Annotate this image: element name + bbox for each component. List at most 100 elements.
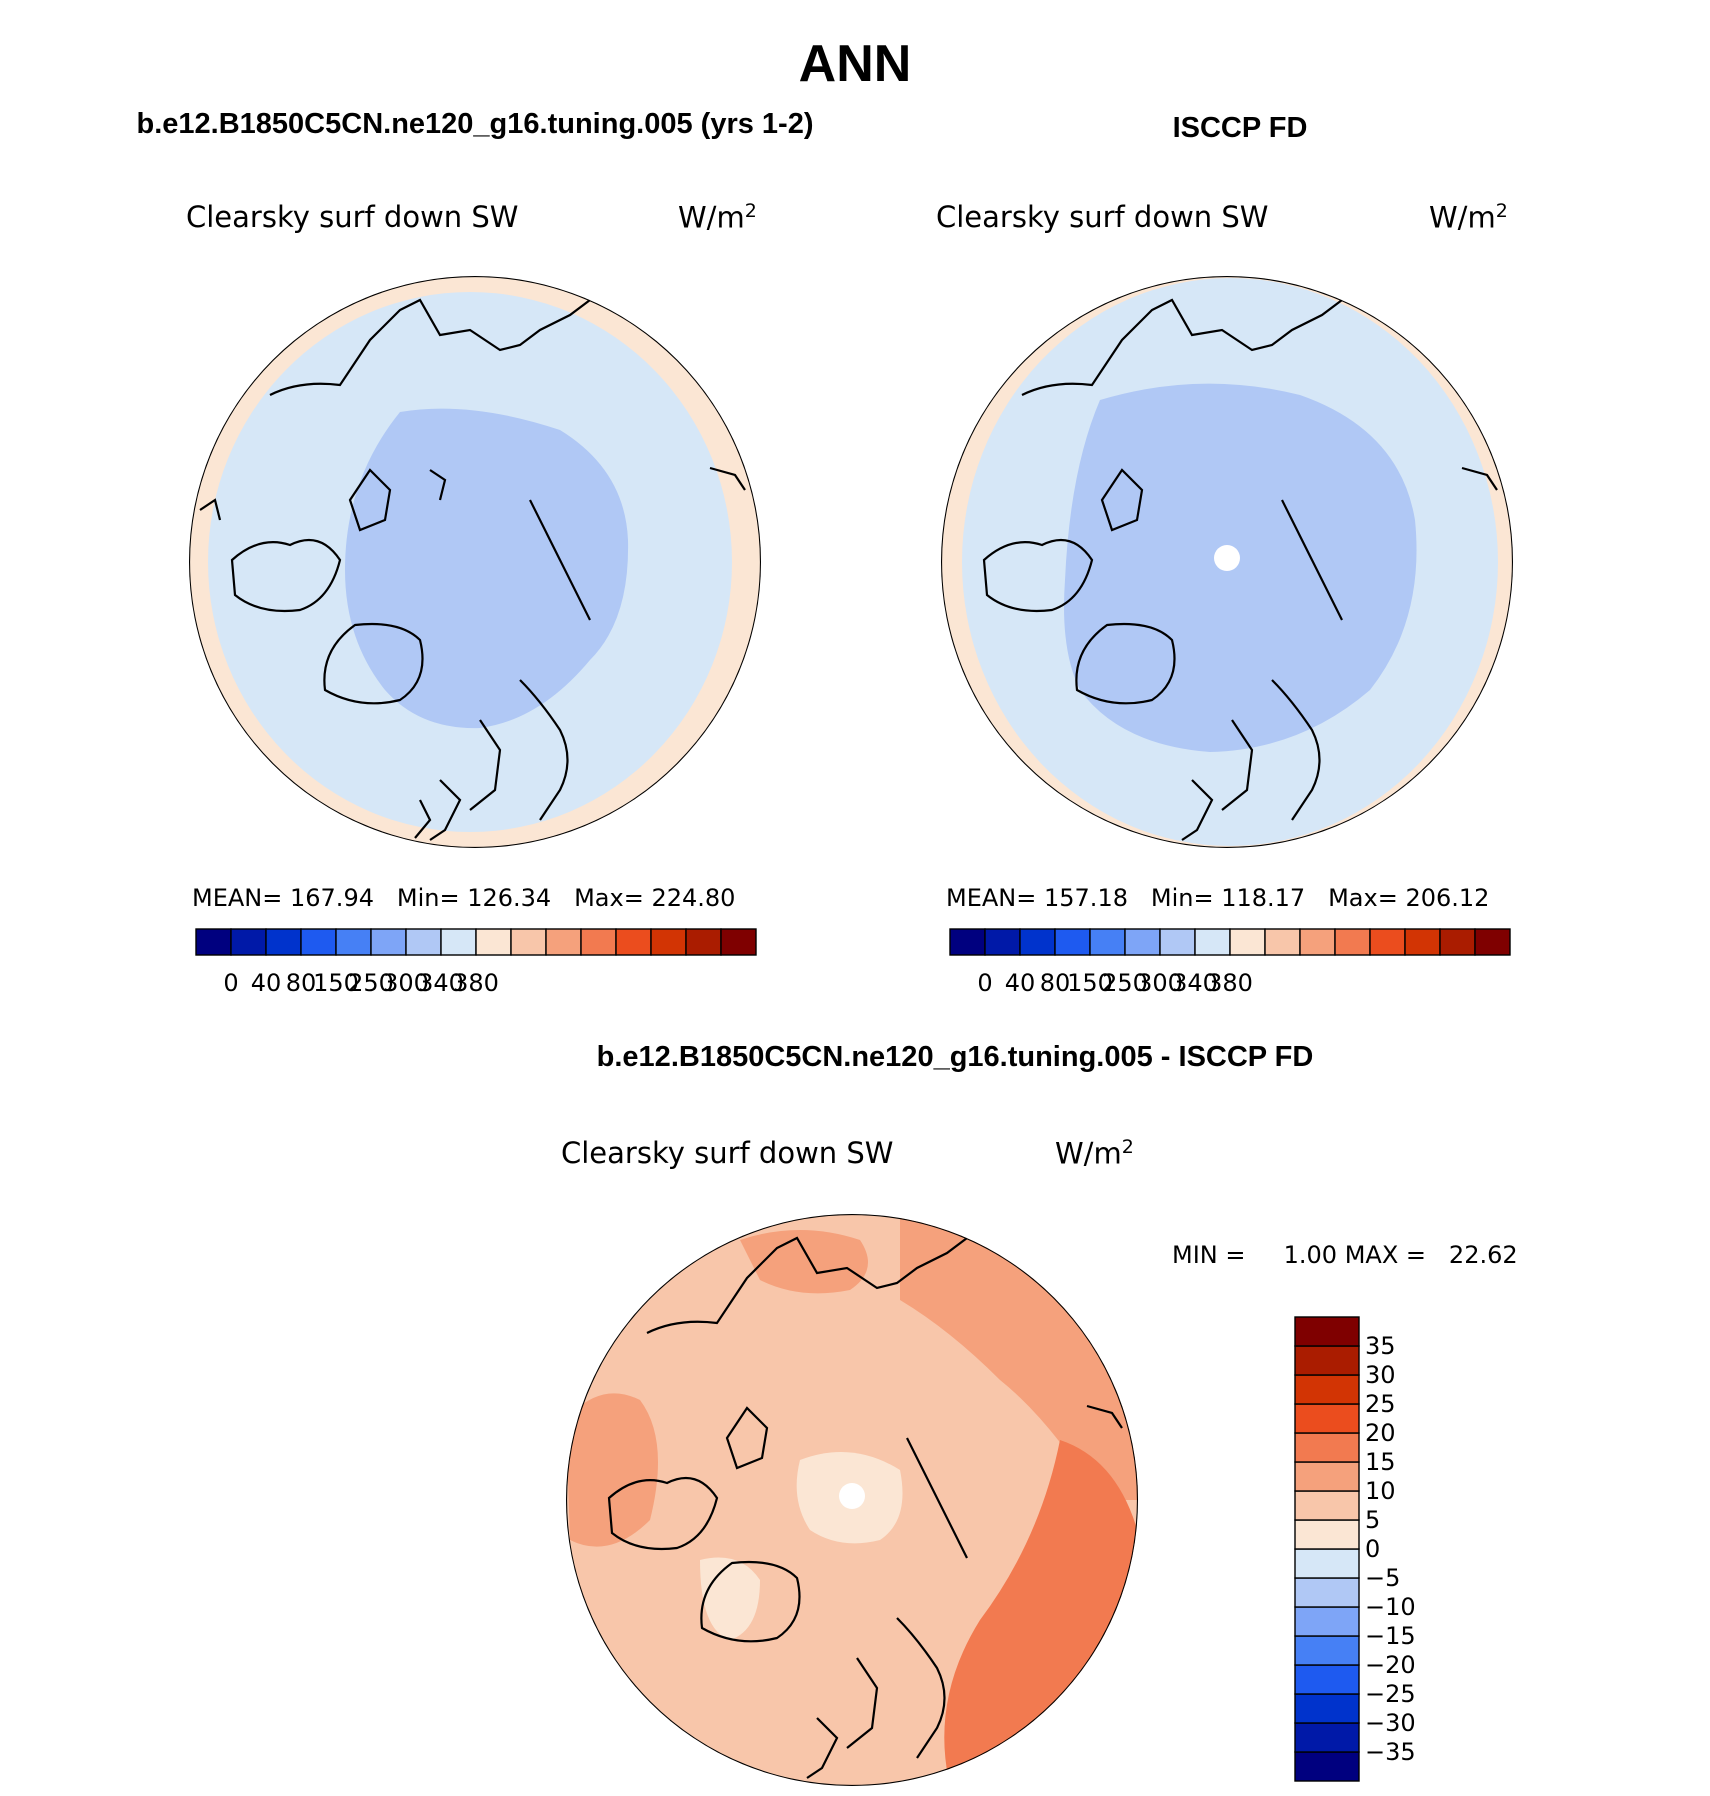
missing-data-pole [839, 1483, 865, 1509]
colorbar-swatch [230, 928, 267, 956]
diff-panel-title: b.e12.B1850C5CN.ne120_g16.tuning.005 - I… [596, 1041, 1314, 1073]
panel-1-map [189, 276, 761, 848]
colorbar-swatch [1124, 928, 1161, 956]
max-label: MAX = [1344, 1241, 1427, 1269]
colorbar-tick-label: 340 [1172, 969, 1218, 997]
main-title: ANN [798, 35, 912, 93]
colorbar-swatch [1294, 1693, 1360, 1724]
panel-2-units-label: W/m2 [1429, 200, 1508, 235]
colorbar-tick-label: 300 [383, 969, 429, 997]
colorbar-swatch [1294, 1403, 1360, 1434]
colorbar-swatch [1089, 928, 1126, 956]
colorbar-tick-label: 380 [1207, 969, 1253, 997]
colorbar-swatch [1019, 928, 1056, 956]
diff-map [566, 1214, 1138, 1786]
colorbar-swatch [580, 928, 617, 956]
colorbar-tick-label: 340 [418, 969, 464, 997]
colorbar-tick-label: 25 [1365, 1390, 1396, 1418]
colorbar-tick-label: 10 [1365, 1477, 1396, 1505]
colorbar-swatch [1294, 1548, 1360, 1579]
colorbar-tick-label: 300 [1137, 969, 1183, 997]
colorbar-tick-label: 0 [223, 969, 238, 997]
diff-stats: MIN = 1.00 MAX = 22.62 [1172, 1241, 1518, 1269]
missing-data-pole [1214, 545, 1240, 571]
colorbar-tick-label: 380 [453, 969, 499, 997]
colorbar-swatch [1194, 928, 1231, 956]
colorbar-tick-label: 30 [1365, 1361, 1396, 1389]
colorbar-swatch [1294, 1519, 1360, 1550]
colorbar-tick-label: 35 [1365, 1332, 1396, 1360]
mean-value: 157.18 [1044, 884, 1128, 912]
colorbar-swatch [1159, 928, 1196, 956]
panel-1-title: b.e12.B1850C5CN.ne120_g16.tuning.005 (yr… [136, 108, 814, 140]
colorbar-swatch [1294, 1722, 1360, 1753]
min-label: Min= [1150, 884, 1214, 912]
colorbar-swatch [1294, 1635, 1360, 1666]
colorbar-tick-label: −30 [1365, 1709, 1416, 1737]
colorbar-tick-label: 40 [251, 969, 282, 997]
colorbar-swatch [370, 928, 407, 956]
panel-1-variable-label: Clearsky surf down SW [186, 200, 519, 234]
colorbar-swatch [1369, 928, 1406, 956]
colorbar-swatch [650, 928, 687, 956]
min-label: MIN = [1172, 1241, 1246, 1269]
colorbar-swatch [1054, 928, 1091, 956]
colorbar-swatch [195, 928, 232, 956]
diff-units-label: W/m2 [1055, 1136, 1134, 1171]
colorbar-tick-label: 5 [1365, 1506, 1380, 1534]
colorbar-swatch [685, 928, 722, 956]
colorbar-tick-label: −25 [1365, 1680, 1416, 1708]
colorbar-swatch [1294, 1374, 1360, 1405]
colorbar-swatch [615, 928, 652, 956]
colorbar-swatch [1294, 1345, 1360, 1376]
colorbar-swatch [720, 928, 757, 956]
colorbar-tick-label: −15 [1365, 1622, 1416, 1650]
colorbar-tick-label: 40 [1005, 969, 1036, 997]
colorbar-tick-label: −20 [1365, 1651, 1416, 1679]
colorbar-swatch [475, 928, 512, 956]
colorbar-tick-label: 80 [1040, 969, 1071, 997]
mean-label: MEAN= [192, 884, 283, 912]
colorbar-swatch [1294, 1432, 1360, 1463]
colorbar-swatch [510, 928, 547, 956]
max-label: Max= [1328, 884, 1398, 912]
panel-1-units-label: W/m2 [678, 200, 757, 235]
colorbar-tick-label: 250 [348, 969, 394, 997]
colorbar-swatch [1294, 1490, 1360, 1521]
colorbar-swatch [1294, 1606, 1360, 1637]
colorbar-tick-label: 0 [977, 969, 992, 997]
colorbar-tick-label: 20 [1365, 1419, 1396, 1447]
colorbar-tick-label: 15 [1365, 1448, 1396, 1476]
colorbar-tick-label: 150 [313, 969, 359, 997]
colorbar-swatch [440, 928, 477, 956]
mean-value: 167.94 [290, 884, 374, 912]
coastlines [607, 1236, 1123, 1779]
colorbar-tick-label: 0 [1365, 1535, 1380, 1563]
colorbar-tick-label: −5 [1365, 1564, 1400, 1592]
colorbar-swatch [1439, 928, 1476, 956]
colorbar-swatch [1474, 928, 1511, 956]
colorbar-swatch [1294, 1664, 1360, 1695]
coastlines [982, 298, 1498, 841]
colorbar-swatch [1404, 928, 1441, 956]
colorbar-tick-label: −10 [1365, 1593, 1416, 1621]
colorbar-swatch [545, 928, 582, 956]
panel-1-stats: MEAN= 167.94 Min= 126.34 Max= 224.80 [192, 884, 735, 912]
panel-2-title: ISCCP FD [1172, 112, 1308, 144]
diff-variable-label: Clearsky surf down SW [561, 1136, 894, 1170]
mean-label: MEAN= [946, 884, 1037, 912]
colorbar-swatch [1294, 1577, 1360, 1608]
colorbar-swatch [1264, 928, 1301, 956]
colorbar-swatch [1229, 928, 1266, 956]
max-value: 206.12 [1405, 884, 1490, 912]
colorbar-swatch [1299, 928, 1336, 956]
min-value: 126.34 [467, 884, 552, 912]
colorbar-swatch [300, 928, 337, 956]
max-value: 224.80 [651, 884, 736, 912]
colorbar-swatch [405, 928, 442, 956]
colorbar-swatch [1294, 1751, 1360, 1782]
max-value: 22.62 [1448, 1241, 1518, 1269]
